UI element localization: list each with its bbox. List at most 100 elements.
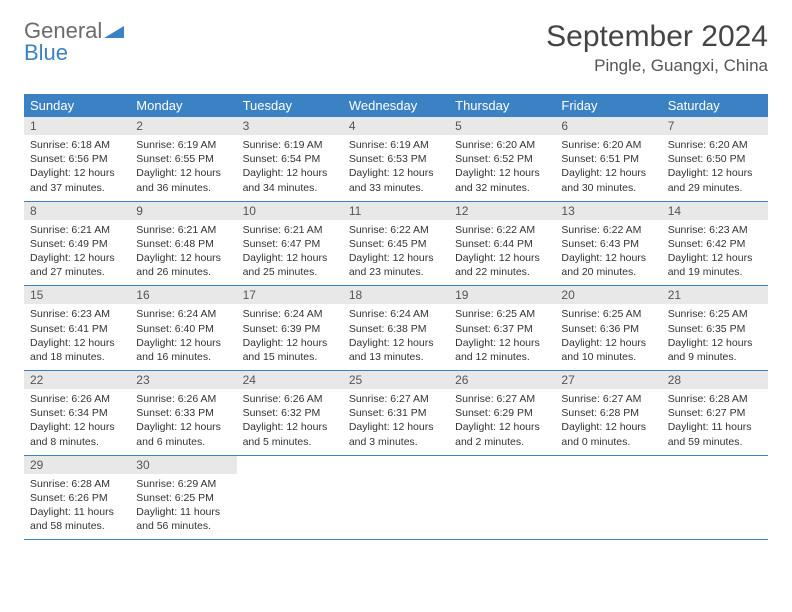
day-content: Sunrise: 6:20 AMSunset: 6:50 PMDaylight:… [662, 135, 768, 201]
day-content: Sunrise: 6:23 AMSunset: 6:42 PMDaylight:… [662, 220, 768, 286]
day-header: Wednesday [343, 94, 449, 117]
day-content: Sunrise: 6:25 AMSunset: 6:37 PMDaylight:… [449, 304, 555, 370]
sunset-text: Sunset: 6:29 PM [455, 406, 549, 420]
sunrise-text: Sunrise: 6:19 AM [243, 138, 337, 152]
sunset-text: Sunset: 6:56 PM [30, 152, 124, 166]
day-number: 27 [555, 371, 661, 389]
sunrise-text: Sunrise: 6:26 AM [30, 392, 124, 406]
day-cell: 27Sunrise: 6:27 AMSunset: 6:28 PMDayligh… [555, 371, 661, 456]
day-cell: 14Sunrise: 6:23 AMSunset: 6:42 PMDayligh… [662, 201, 768, 286]
day-content: Sunrise: 6:26 AMSunset: 6:34 PMDaylight:… [24, 389, 130, 455]
day-cell: 22Sunrise: 6:26 AMSunset: 6:34 PMDayligh… [24, 371, 130, 456]
day-content: Sunrise: 6:22 AMSunset: 6:44 PMDaylight:… [449, 220, 555, 286]
logo-triangle-icon [104, 18, 124, 43]
day-number: 16 [130, 286, 236, 304]
day-number: 1 [24, 117, 130, 135]
day-cell: .. [237, 455, 343, 540]
day-content: Sunrise: 6:28 AMSunset: 6:27 PMDaylight:… [662, 389, 768, 455]
day-cell: 15Sunrise: 6:23 AMSunset: 6:41 PMDayligh… [24, 286, 130, 371]
day-cell: 12Sunrise: 6:22 AMSunset: 6:44 PMDayligh… [449, 201, 555, 286]
day-content: Sunrise: 6:27 AMSunset: 6:29 PMDaylight:… [449, 389, 555, 455]
week-row: 22Sunrise: 6:26 AMSunset: 6:34 PMDayligh… [24, 371, 768, 456]
sunset-text: Sunset: 6:25 PM [136, 491, 230, 505]
day-cell: 17Sunrise: 6:24 AMSunset: 6:39 PMDayligh… [237, 286, 343, 371]
day-number: 3 [237, 117, 343, 135]
day-cell: .. [343, 455, 449, 540]
sunrise-text: Sunrise: 6:29 AM [136, 477, 230, 491]
day-content: Sunrise: 6:24 AMSunset: 6:39 PMDaylight:… [237, 304, 343, 370]
day-number: 30 [130, 456, 236, 474]
week-row: 29Sunrise: 6:28 AMSunset: 6:26 PMDayligh… [24, 455, 768, 540]
day-number: 29 [24, 456, 130, 474]
day-content: Sunrise: 6:19 AMSunset: 6:55 PMDaylight:… [130, 135, 236, 201]
sunset-text: Sunset: 6:49 PM [30, 237, 124, 251]
sunset-text: Sunset: 6:34 PM [30, 406, 124, 420]
day-content: Sunrise: 6:25 AMSunset: 6:36 PMDaylight:… [555, 304, 661, 370]
day-number: 20 [555, 286, 661, 304]
day-content: Sunrise: 6:22 AMSunset: 6:45 PMDaylight:… [343, 220, 449, 286]
day-header: Thursday [449, 94, 555, 117]
daylight-text: Daylight: 12 hours and 16 minutes. [136, 336, 230, 364]
daylight-text: Daylight: 12 hours and 0 minutes. [561, 420, 655, 448]
day-cell: 19Sunrise: 6:25 AMSunset: 6:37 PMDayligh… [449, 286, 555, 371]
sunrise-text: Sunrise: 6:18 AM [30, 138, 124, 152]
day-number: 10 [237, 202, 343, 220]
daylight-text: Daylight: 12 hours and 9 minutes. [668, 336, 762, 364]
sunset-text: Sunset: 6:44 PM [455, 237, 549, 251]
day-content: Sunrise: 6:23 AMSunset: 6:41 PMDaylight:… [24, 304, 130, 370]
daylight-text: Daylight: 12 hours and 8 minutes. [30, 420, 124, 448]
sunset-text: Sunset: 6:33 PM [136, 406, 230, 420]
day-number: 8 [24, 202, 130, 220]
day-header-row: SundayMondayTuesdayWednesdayThursdayFrid… [24, 94, 768, 117]
day-cell: 2Sunrise: 6:19 AMSunset: 6:55 PMDaylight… [130, 117, 236, 201]
day-header: Tuesday [237, 94, 343, 117]
daylight-text: Daylight: 12 hours and 23 minutes. [349, 251, 443, 279]
sunrise-text: Sunrise: 6:20 AM [668, 138, 762, 152]
sunrise-text: Sunrise: 6:19 AM [136, 138, 230, 152]
sunrise-text: Sunrise: 6:20 AM [561, 138, 655, 152]
sunset-text: Sunset: 6:26 PM [30, 491, 124, 505]
day-cell: 11Sunrise: 6:22 AMSunset: 6:45 PMDayligh… [343, 201, 449, 286]
day-content: Sunrise: 6:19 AMSunset: 6:54 PMDaylight:… [237, 135, 343, 201]
week-row: 15Sunrise: 6:23 AMSunset: 6:41 PMDayligh… [24, 286, 768, 371]
sunset-text: Sunset: 6:55 PM [136, 152, 230, 166]
sunrise-text: Sunrise: 6:27 AM [561, 392, 655, 406]
sunrise-text: Sunrise: 6:24 AM [243, 307, 337, 321]
day-cell: 29Sunrise: 6:28 AMSunset: 6:26 PMDayligh… [24, 455, 130, 540]
sunrise-text: Sunrise: 6:25 AM [668, 307, 762, 321]
day-cell: .. [449, 455, 555, 540]
daylight-text: Daylight: 11 hours and 59 minutes. [668, 420, 762, 448]
sunset-text: Sunset: 6:31 PM [349, 406, 443, 420]
day-content: Sunrise: 6:21 AMSunset: 6:49 PMDaylight:… [24, 220, 130, 286]
sunset-text: Sunset: 6:41 PM [30, 322, 124, 336]
sunrise-text: Sunrise: 6:24 AM [136, 307, 230, 321]
daylight-text: Daylight: 12 hours and 27 minutes. [30, 251, 124, 279]
day-content: Sunrise: 6:26 AMSunset: 6:33 PMDaylight:… [130, 389, 236, 455]
sunset-text: Sunset: 6:45 PM [349, 237, 443, 251]
sunrise-text: Sunrise: 6:21 AM [243, 223, 337, 237]
sunrise-text: Sunrise: 6:24 AM [349, 307, 443, 321]
day-cell: 4Sunrise: 6:19 AMSunset: 6:53 PMDaylight… [343, 117, 449, 201]
sunset-text: Sunset: 6:50 PM [668, 152, 762, 166]
day-number: 21 [662, 286, 768, 304]
sunset-text: Sunset: 6:53 PM [349, 152, 443, 166]
sunset-text: Sunset: 6:40 PM [136, 322, 230, 336]
day-cell: 5Sunrise: 6:20 AMSunset: 6:52 PMDaylight… [449, 117, 555, 201]
day-cell: 6Sunrise: 6:20 AMSunset: 6:51 PMDaylight… [555, 117, 661, 201]
day-content: Sunrise: 6:27 AMSunset: 6:31 PMDaylight:… [343, 389, 449, 455]
daylight-text: Daylight: 12 hours and 5 minutes. [243, 420, 337, 448]
day-number: 26 [449, 371, 555, 389]
day-cell: 7Sunrise: 6:20 AMSunset: 6:50 PMDaylight… [662, 117, 768, 201]
day-content: Sunrise: 6:29 AMSunset: 6:25 PMDaylight:… [130, 474, 236, 540]
day-number: 2 [130, 117, 236, 135]
daylight-text: Daylight: 12 hours and 13 minutes. [349, 336, 443, 364]
logo: General Blue [24, 20, 124, 64]
day-number: 24 [237, 371, 343, 389]
day-number: 12 [449, 202, 555, 220]
sunrise-text: Sunrise: 6:22 AM [349, 223, 443, 237]
sunset-text: Sunset: 6:35 PM [668, 322, 762, 336]
sunset-text: Sunset: 6:36 PM [561, 322, 655, 336]
day-number: 13 [555, 202, 661, 220]
daylight-text: Daylight: 12 hours and 30 minutes. [561, 166, 655, 194]
day-header: Sunday [24, 94, 130, 117]
